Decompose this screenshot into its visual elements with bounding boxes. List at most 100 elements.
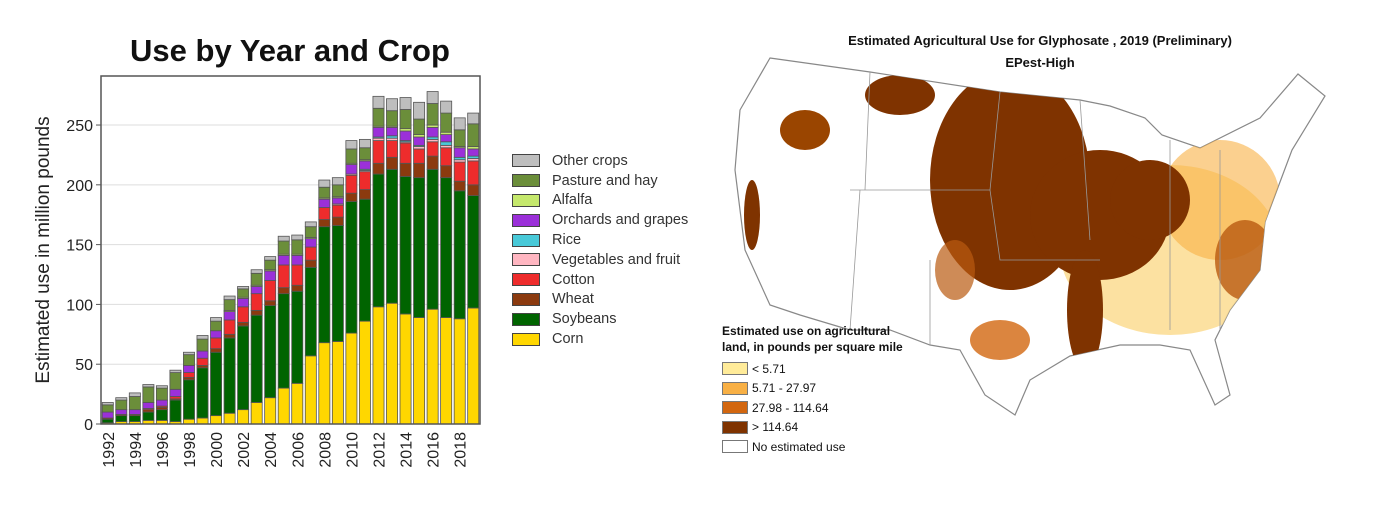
y-axis-label: Estimated use in million pounds <box>33 116 54 383</box>
bar-soybeans-1995 <box>142 411 155 421</box>
bar-pasture-and-hay-2011 <box>358 147 371 161</box>
map-legend: Estimated use on agricultural land, in p… <box>722 323 912 457</box>
bar-corn-2018 <box>453 318 466 425</box>
map-subtitle: EPest-High <box>1005 55 1075 70</box>
bar-soybeans-2018 <box>453 190 466 320</box>
bar-wheat-2011 <box>358 189 371 200</box>
bar-stack-2017 <box>440 100 453 425</box>
legend-item: Alfalfa <box>512 191 688 211</box>
bar-pasture-and-hay-2013 <box>386 110 398 127</box>
bar-pasture-and-hay-1992 <box>101 404 114 413</box>
bar-soybeans-2009 <box>331 225 344 342</box>
bar-stack-2010 <box>345 140 358 425</box>
bar-corn-2004 <box>264 397 277 425</box>
bar-corn-2000 <box>210 415 223 425</box>
bar-orchards-and-grapes-2019 <box>467 148 480 157</box>
bar-soybeans-1993 <box>115 415 128 423</box>
stacked-bar-chart: Use by Year and Crop Estimated use in mi… <box>33 33 481 468</box>
bar-corn-2019 <box>467 307 480 425</box>
bar-orchards-and-grapes-2012 <box>372 127 385 138</box>
bar-soybeans-2003 <box>250 314 263 403</box>
bar-other-crops-2019 <box>467 112 480 125</box>
bar-soybeans-1999 <box>196 367 209 419</box>
bar-pasture-and-hay-1996 <box>155 387 168 401</box>
bar-wheat-2000 <box>210 348 223 353</box>
legend-swatch <box>512 154 540 168</box>
bar-other-crops-1995 <box>142 384 155 388</box>
map-legend-label: 5.71 - 27.97 <box>752 381 817 396</box>
bar-wheat-2001 <box>223 333 236 339</box>
bar-stack-2005 <box>277 235 290 425</box>
bar-pasture-and-hay-2002 <box>237 288 250 298</box>
bar-other-crops-2007 <box>304 221 317 228</box>
bar-wheat-2010 <box>345 192 358 202</box>
y-tick-label: 200 <box>66 178 93 195</box>
legend-label: Vegetables and fruit <box>552 251 681 268</box>
map-legend-label: 27.98 - 114.64 <box>752 400 829 415</box>
bar-pasture-and-hay-2004 <box>264 259 277 271</box>
bar-corn-1999 <box>196 417 209 425</box>
bar-stack-2000 <box>210 317 223 425</box>
bar-corn-2012 <box>372 306 385 425</box>
y-tick-label: 0 <box>84 417 93 434</box>
bar-other-crops-1997 <box>169 369 182 373</box>
x-tick-label: 2006 <box>290 432 307 468</box>
bar-corn-2009 <box>331 341 344 425</box>
legend-item: Vegetables and fruit <box>512 250 688 270</box>
legend-swatch <box>512 292 540 306</box>
map-legend-label: > 114.64 <box>752 420 799 435</box>
y-tick-label: 100 <box>66 297 93 314</box>
chart-title: Use by Year and Crop <box>130 33 450 68</box>
bar-cotton-2002 <box>237 306 250 323</box>
bar-pasture-and-hay-2014 <box>399 109 412 130</box>
bar-pasture-and-hay-1993 <box>115 399 128 411</box>
bar-cotton-2008 <box>318 207 331 220</box>
bar-pasture-and-hay-2018 <box>453 129 466 147</box>
bar-corn-2015 <box>413 317 426 425</box>
x-tick-label: 2002 <box>236 432 253 468</box>
bar-pasture-and-hay-2009 <box>331 184 344 198</box>
bar-stack-1997 <box>169 369 182 425</box>
bar-soybeans-2005 <box>277 293 290 389</box>
bar-stack-2014 <box>399 97 412 425</box>
legend-item: Soybeans <box>512 309 688 329</box>
bar-orchards-and-grapes-2010 <box>345 164 358 175</box>
x-tick-label: 1996 <box>155 432 172 468</box>
bar-cotton-2011 <box>358 171 371 191</box>
bar-other-crops-2012 <box>372 95 385 109</box>
legend-item: Orchards and grapes <box>512 210 688 230</box>
legend-label: Pasture and hay <box>552 172 658 189</box>
bar-pasture-and-hay-1995 <box>142 386 155 403</box>
bar-pasture-and-hay-2008 <box>318 186 331 199</box>
bar-other-crops-2015 <box>413 101 426 120</box>
bar-pasture-and-hay-2015 <box>413 118 426 135</box>
bar-other-crops-2013 <box>386 98 398 112</box>
bar-stack-1998 <box>183 351 195 425</box>
bar-other-crops-2009 <box>331 177 344 186</box>
bar-stack-1992 <box>101 402 114 425</box>
map-legend-title: Estimated use on agricultural land, in p… <box>722 324 903 354</box>
bar-orchards-and-grapes-2013 <box>386 127 398 137</box>
bar-pasture-and-hay-1998 <box>183 354 195 366</box>
bar-wheat-2006 <box>291 284 304 292</box>
map-legend-swatch <box>722 420 748 434</box>
bar-other-crops-1994 <box>128 392 141 397</box>
bar-soybeans-2012 <box>372 173 385 308</box>
bar-corn-2010 <box>345 332 358 425</box>
bar-other-crops-2016 <box>426 91 439 104</box>
glyphosate-map <box>734 57 1326 416</box>
bar-cotton-2016 <box>426 141 439 157</box>
bar-pasture-and-hay-1999 <box>196 338 209 352</box>
x-tick-label: 2000 <box>209 432 226 468</box>
legend-item: Wheat <box>512 290 688 310</box>
bar-other-crops-2017 <box>440 100 453 114</box>
bar-stack-2011 <box>358 138 371 425</box>
bar-wheat-2005 <box>277 287 290 295</box>
bar-stack-2015 <box>413 101 426 425</box>
bar-stack-2018 <box>453 117 466 425</box>
bar-pasture-and-hay-2001 <box>223 299 236 311</box>
legend-swatch <box>512 312 540 326</box>
map-legend-item: No estimated use <box>722 437 912 457</box>
bar-soybeans-2011 <box>358 198 371 322</box>
bar-orchards-and-grapes-2017 <box>440 134 453 143</box>
